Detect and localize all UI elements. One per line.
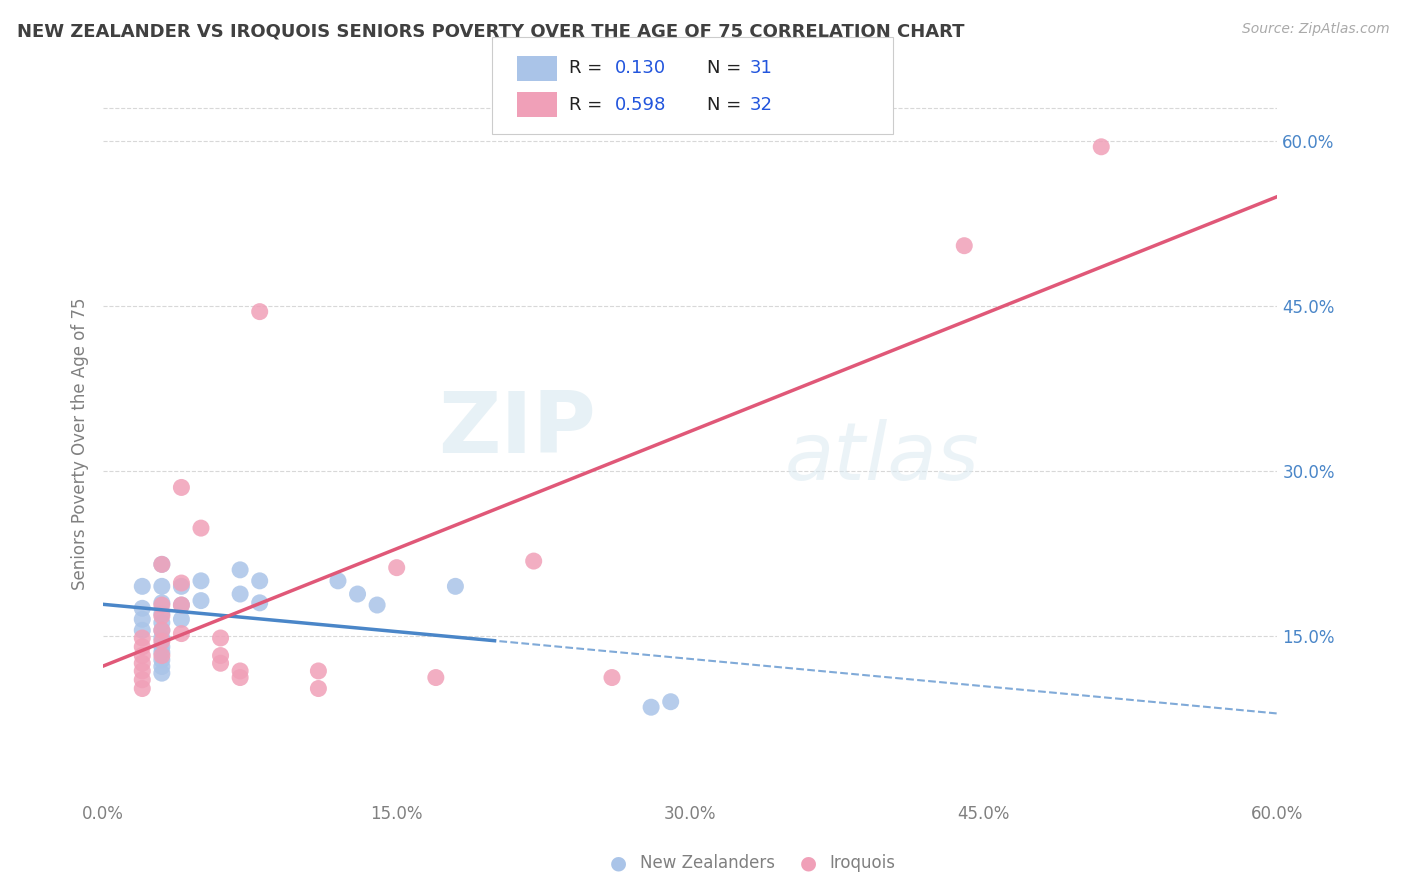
Point: [190, 574, 212, 588]
Text: ●: ●: [610, 854, 627, 873]
Point: [131, 681, 153, 696]
Point: [249, 596, 271, 610]
Point: [346, 587, 368, 601]
Point: [659, 695, 682, 709]
Point: [385, 560, 408, 574]
Point: [150, 653, 173, 667]
Point: [444, 579, 467, 593]
Point: [229, 587, 252, 601]
Point: [170, 612, 193, 626]
Text: ZIP: ZIP: [439, 388, 596, 471]
Point: [249, 574, 271, 588]
Point: [150, 640, 173, 654]
Point: [150, 624, 173, 638]
Text: ●: ●: [800, 854, 817, 873]
Point: [150, 558, 173, 572]
Point: [131, 579, 153, 593]
Point: [229, 563, 252, 577]
Text: NEW ZEALANDER VS IROQUOIS SENIORS POVERTY OVER THE AGE OF 75 CORRELATION CHART: NEW ZEALANDER VS IROQUOIS SENIORS POVERT…: [17, 22, 965, 40]
Text: Iroquois: Iroquois: [830, 855, 896, 872]
Point: [150, 666, 173, 681]
Point: [229, 671, 252, 685]
Text: 31: 31: [749, 59, 772, 77]
Point: [170, 576, 193, 591]
Text: atlas: atlas: [785, 418, 979, 497]
Point: [131, 612, 153, 626]
Point: [150, 579, 173, 593]
Point: [229, 664, 252, 678]
Point: [150, 659, 173, 673]
Point: [425, 671, 447, 685]
Text: N =: N =: [707, 95, 747, 114]
Point: [150, 631, 173, 645]
Point: [131, 664, 153, 678]
Point: [170, 579, 193, 593]
Point: [249, 304, 271, 318]
Point: [600, 671, 623, 685]
Point: [131, 640, 153, 654]
Text: 0.130: 0.130: [614, 59, 665, 77]
Text: N =: N =: [707, 59, 747, 77]
Text: Source: ZipAtlas.com: Source: ZipAtlas.com: [1241, 22, 1389, 37]
Point: [150, 596, 173, 610]
Point: [131, 624, 153, 638]
Point: [170, 598, 193, 612]
Point: [150, 609, 173, 624]
Text: 32: 32: [749, 95, 772, 114]
Point: [170, 598, 193, 612]
Point: [131, 657, 153, 671]
Point: [190, 593, 212, 607]
Text: R =: R =: [569, 95, 609, 114]
Point: [131, 648, 153, 663]
Point: [307, 664, 329, 678]
Point: [150, 558, 173, 572]
Point: [150, 615, 173, 630]
Point: [1090, 140, 1112, 154]
Point: [326, 574, 349, 588]
Point: [366, 598, 388, 612]
Point: [209, 657, 232, 671]
Point: [640, 700, 662, 714]
Point: [150, 648, 173, 663]
Point: [307, 681, 329, 696]
Text: 0.598: 0.598: [614, 95, 666, 114]
Point: [150, 645, 173, 659]
Text: R =: R =: [569, 59, 609, 77]
Point: [170, 626, 193, 640]
Point: [523, 554, 546, 568]
Point: [150, 624, 173, 638]
Point: [150, 598, 173, 612]
Point: [209, 648, 232, 663]
Point: [150, 607, 173, 621]
Point: [170, 480, 193, 494]
Point: [150, 634, 173, 648]
Point: [131, 601, 153, 615]
Point: [131, 673, 153, 687]
Point: [190, 521, 212, 535]
Point: [209, 631, 232, 645]
Point: [131, 631, 153, 645]
Point: [953, 238, 976, 252]
Text: New Zealanders: New Zealanders: [640, 855, 775, 872]
Y-axis label: Seniors Poverty Over the Age of 75: Seniors Poverty Over the Age of 75: [72, 297, 89, 590]
